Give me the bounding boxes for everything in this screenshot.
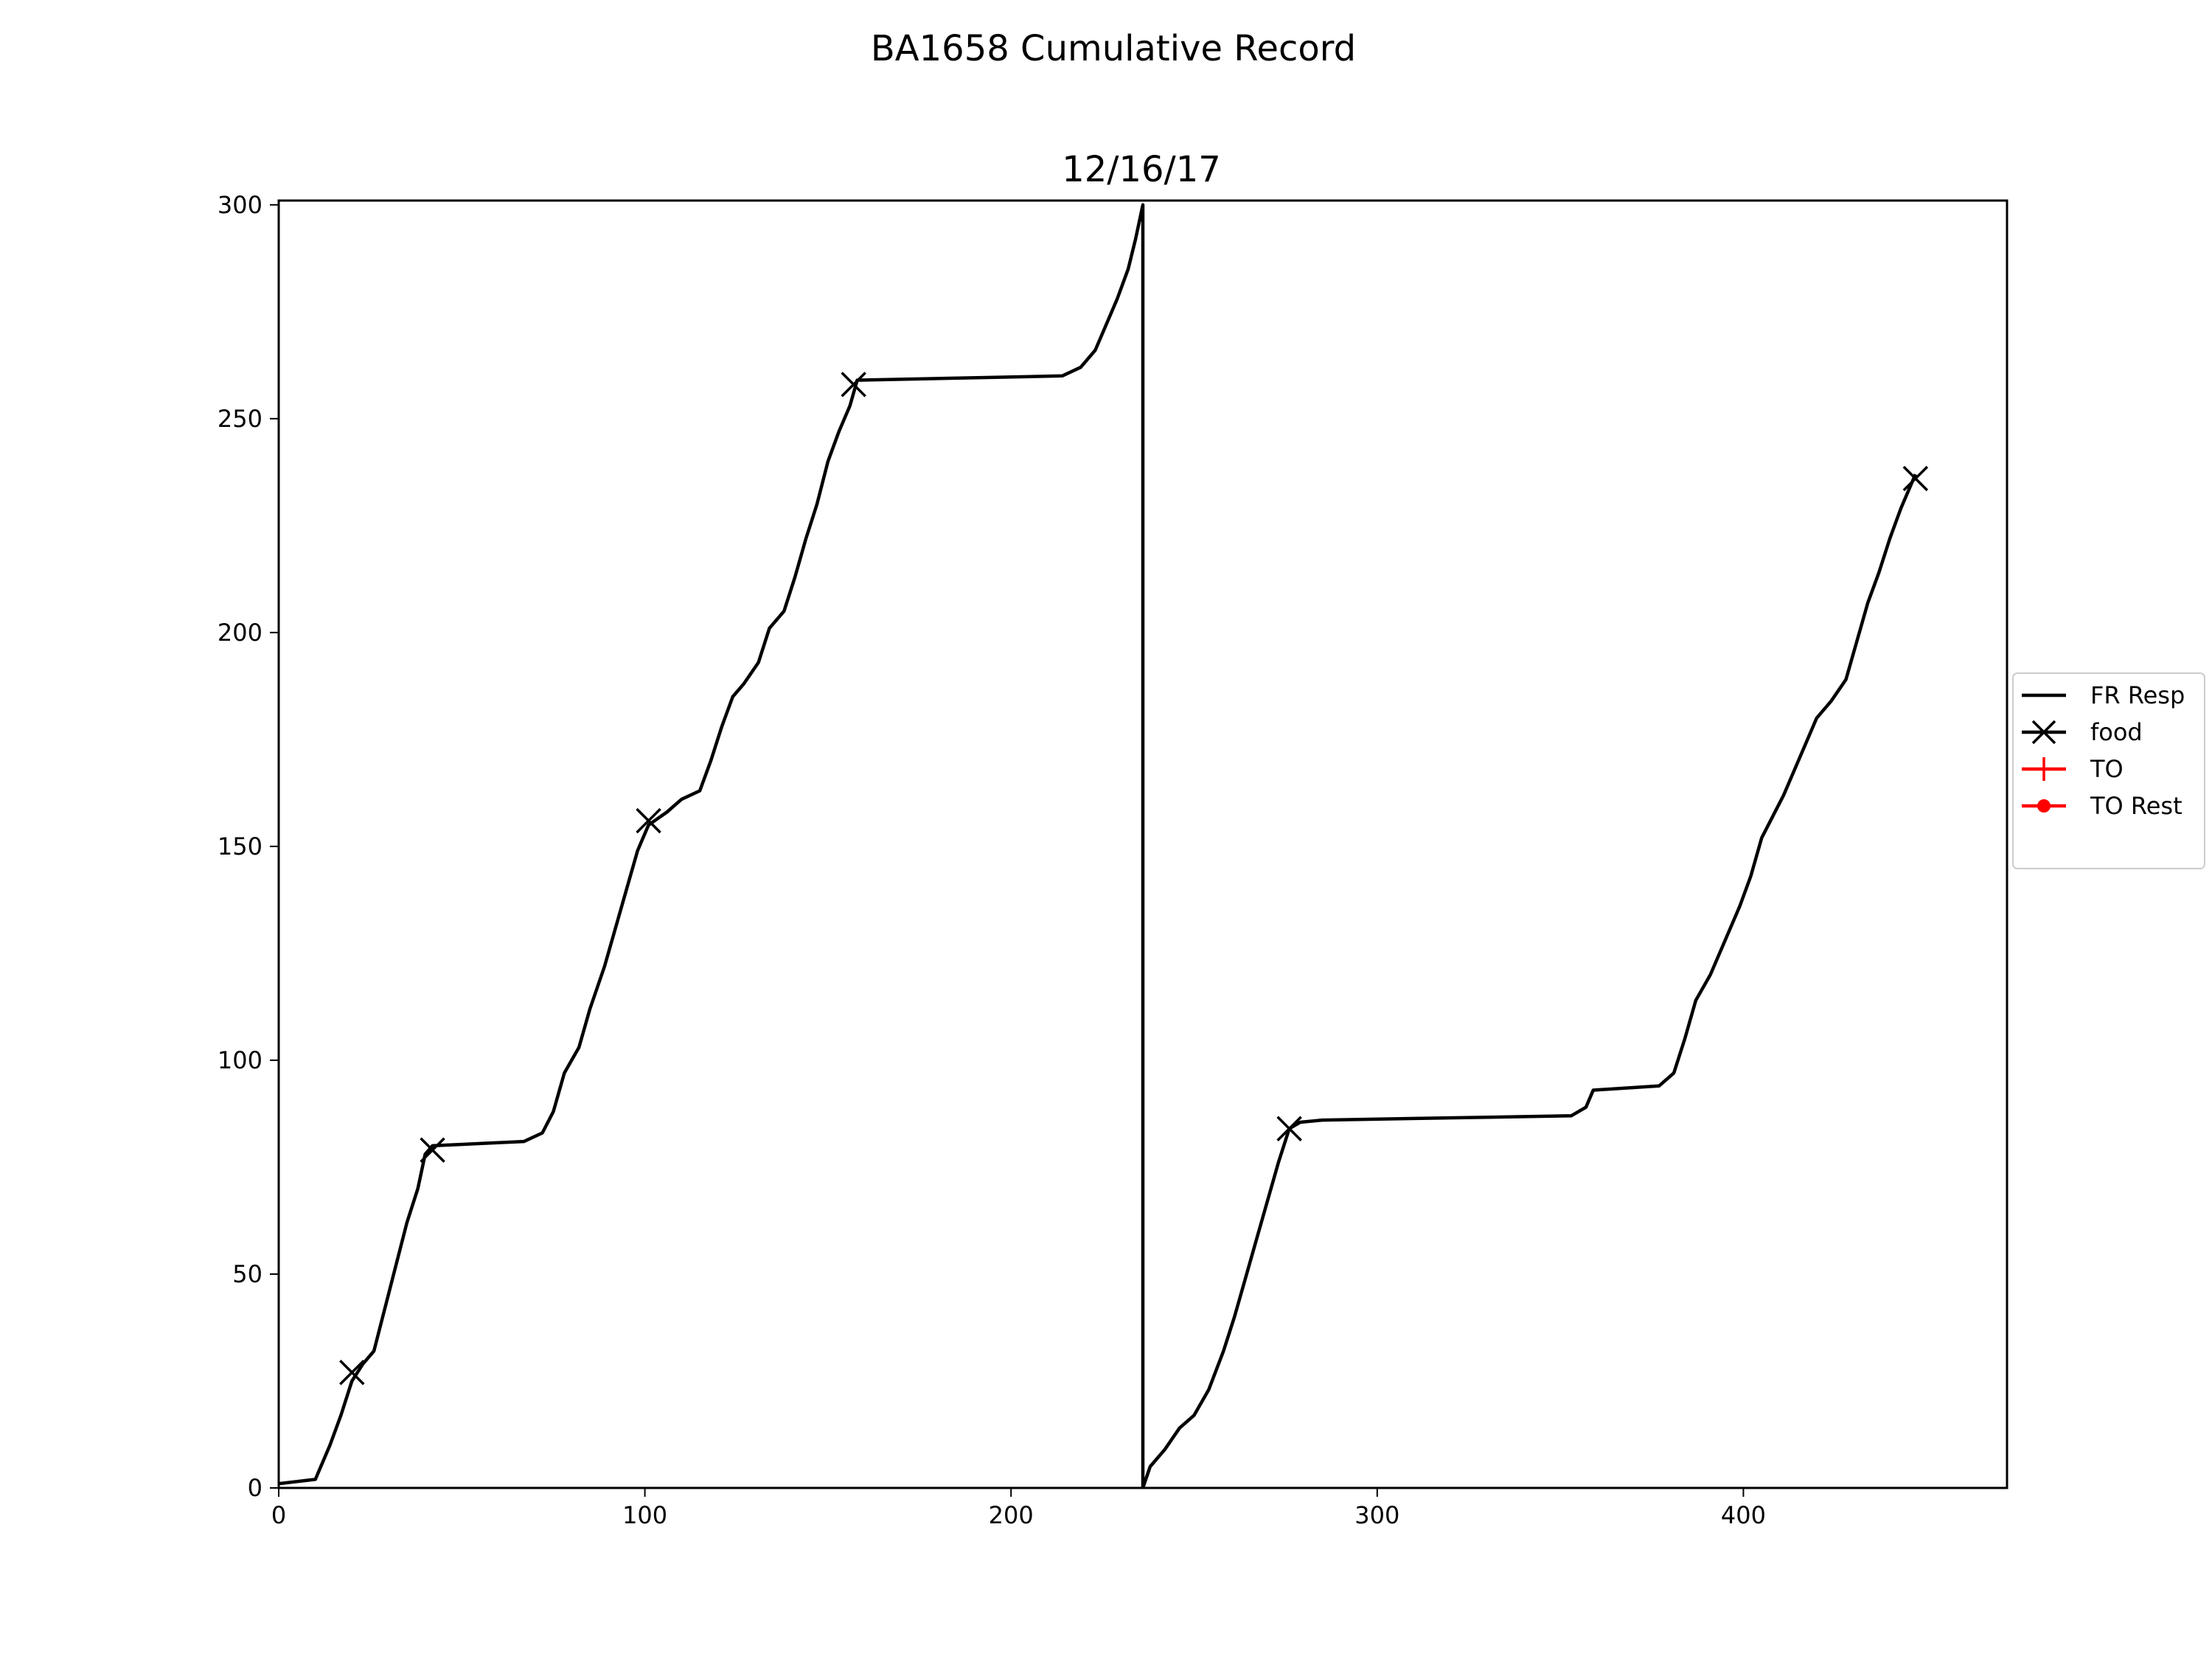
legend-dot-marker — [2037, 799, 2051, 813]
legend-label: TO — [2090, 755, 2124, 783]
legend-label: FR Resp — [2090, 681, 2185, 709]
legend-label: food — [2090, 718, 2143, 746]
x-tick-label: 100 — [622, 1501, 667, 1529]
x-tick-label: 200 — [989, 1501, 1034, 1529]
food-marker-stroke — [636, 807, 661, 834]
legend-box — [2012, 672, 2205, 869]
plot-frame — [277, 199, 2008, 1489]
food-marker — [1276, 1116, 1302, 1141]
x-axis: 0 100 200 300 400 — [271, 1488, 1766, 1529]
y-axis: 0 50 100 150 200 250 300 — [218, 191, 279, 1502]
series-line-fr-resp — [279, 203, 1917, 1488]
y-tick-label: 0 — [248, 1474, 262, 1502]
x-tick-label: 300 — [1354, 1501, 1399, 1529]
food-marker-stroke — [420, 1137, 445, 1163]
legend-x-marker — [2031, 720, 2056, 745]
y-tick-label: 200 — [218, 619, 262, 647]
food-marker-stroke — [339, 1360, 365, 1385]
y-tick-label: 100 — [218, 1046, 262, 1074]
legend-entry: TO — [2022, 755, 2124, 783]
food-marker — [636, 807, 661, 834]
y-tick-label: 150 — [218, 832, 262, 860]
legend-entry: food — [2022, 718, 2143, 746]
y-tick-label: 50 — [232, 1260, 262, 1288]
food-marker-stroke — [1902, 465, 1929, 492]
x-tick-label: 0 — [271, 1501, 286, 1529]
food-marker-stroke — [841, 372, 866, 397]
legend-label: TO Rest — [2090, 792, 2183, 820]
food-marker — [420, 1137, 445, 1163]
legend-entry: FR Resp — [2022, 681, 2185, 709]
food-marker — [841, 372, 866, 397]
y-tick-label: 250 — [218, 405, 262, 433]
legend: FR Resp food TO TO Rest — [2012, 672, 2205, 869]
plot-title: 12/16/17 — [1062, 149, 1221, 190]
x-tick-label: 400 — [1721, 1501, 1766, 1529]
y-tick-label: 300 — [218, 191, 262, 219]
food-marker-stroke — [1276, 1116, 1302, 1141]
plot-area — [279, 203, 1929, 1488]
food-marker — [1902, 465, 1929, 492]
food-marker — [339, 1360, 365, 1385]
figure-title: BA1658 Cumulative Record — [871, 28, 1356, 69]
legend-entry: TO Rest — [2022, 792, 2183, 820]
